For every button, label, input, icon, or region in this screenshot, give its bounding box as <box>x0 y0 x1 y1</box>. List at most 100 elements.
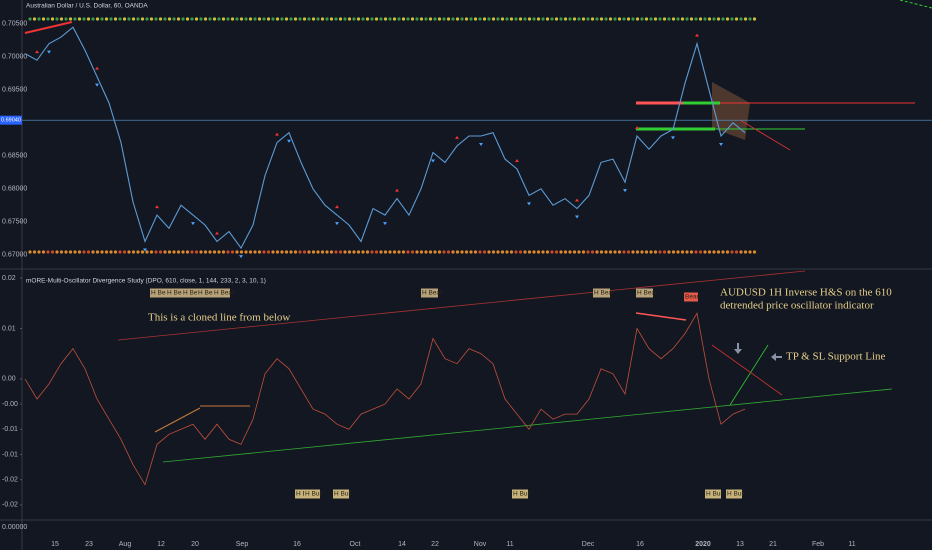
signal-dot <box>622 250 626 254</box>
x-tick-label: 16 <box>636 541 644 548</box>
signal-dot <box>59 17 64 21</box>
signal-label: H Bear <box>183 290 204 297</box>
signal-dot <box>199 17 203 21</box>
signal-dot <box>437 17 442 21</box>
signal-dot <box>253 250 257 254</box>
arrow-marker <box>215 231 219 235</box>
signal-dot <box>748 17 752 21</box>
cloned-line <box>117 270 806 341</box>
signal-dot <box>55 17 59 21</box>
arrow-marker <box>95 83 99 87</box>
signal-dot <box>455 17 460 21</box>
arrow-marker <box>383 222 387 226</box>
signal-dot <box>383 250 388 254</box>
signal-dot <box>266 17 271 21</box>
signal-box <box>421 288 438 298</box>
signal-dot <box>28 250 32 254</box>
signal-dot <box>145 17 149 21</box>
x-tick-label: Sep <box>236 541 249 548</box>
signal-dot <box>271 250 275 254</box>
y-tick-label: -0.01 <box>2 426 18 433</box>
signal-dot <box>316 17 320 21</box>
signal-dot <box>572 17 577 21</box>
x-tick-label: 2020 <box>695 541 711 548</box>
x-tick-label: Dec <box>582 541 595 548</box>
arrow-marker <box>143 248 147 252</box>
signal-dot <box>563 250 568 254</box>
signal-dot <box>455 250 460 254</box>
signal-dot <box>671 250 676 254</box>
signal-dot <box>298 17 302 21</box>
signal-dot <box>721 17 725 21</box>
signal-dot <box>685 17 689 21</box>
y-tick-label: 0.67000 <box>2 252 27 259</box>
signal-dot <box>127 17 131 21</box>
annotation: AUDUSD 1H Inverse H&S on the 610 <box>720 287 892 299</box>
signal-dot <box>563 17 568 21</box>
signal-dot <box>275 250 280 254</box>
signal-dot <box>572 250 577 254</box>
y-tick-label: 0.00 <box>2 376 16 383</box>
signal-dot <box>109 250 113 254</box>
signal-dot <box>415 250 419 254</box>
signal-dot <box>631 17 635 21</box>
signal-dot <box>262 250 266 254</box>
signal-label: H Bear <box>637 290 658 297</box>
divergence-line <box>154 407 201 433</box>
signal-label: H Bull <box>727 491 745 498</box>
signal-dot <box>707 17 712 21</box>
signal-dot <box>748 250 752 254</box>
signal-dot <box>118 17 122 21</box>
signal-dot <box>523 17 527 21</box>
signal-dot <box>73 17 77 21</box>
signal-dot <box>734 250 739 254</box>
signal-dot <box>325 250 329 254</box>
signal-label: H Bull <box>706 491 724 498</box>
arrow-marker <box>239 255 243 259</box>
support-line <box>162 388 893 463</box>
signal-dot <box>41 17 46 21</box>
signal-dot <box>568 17 572 21</box>
y-tick-label: 0.68000 <box>2 186 27 193</box>
arrow-marker <box>287 139 291 143</box>
signal-dot <box>257 17 262 21</box>
signal-dot <box>374 250 379 254</box>
signal-dot <box>208 17 212 21</box>
signal-dot <box>712 250 716 254</box>
signal-dot <box>262 17 266 21</box>
signal-dot <box>568 250 572 254</box>
arrow-marker <box>155 205 159 209</box>
arrow-marker <box>515 158 519 162</box>
signal-dot <box>172 17 176 21</box>
signal-dot <box>91 250 95 254</box>
signal-dot <box>338 17 343 21</box>
signal-dot <box>361 250 365 254</box>
signal-dot <box>613 17 617 21</box>
signal-dot <box>244 250 248 254</box>
signal-label: H Bear <box>198 290 219 297</box>
signal-dot <box>365 17 370 21</box>
signal-dot <box>50 17 55 21</box>
signal-dot <box>131 17 136 21</box>
y-tick-label: -0.01 <box>2 451 18 458</box>
signal-dot <box>644 17 649 21</box>
x-tick-label: 23 <box>85 541 93 548</box>
signal-dot <box>370 250 374 254</box>
signal-dot <box>406 250 410 254</box>
y-tick-label: -0.02 <box>2 477 18 484</box>
signal-box <box>705 489 721 499</box>
signal-dot <box>554 250 559 254</box>
signal-dot <box>212 17 217 21</box>
y-tick-label: 0.69500 <box>2 87 27 94</box>
signal-dot <box>428 17 433 21</box>
signal-dot <box>442 17 446 21</box>
signal-box <box>593 288 610 298</box>
signal-dot <box>658 17 662 21</box>
scale-label: 0.00000 <box>2 524 27 531</box>
signal-dot <box>676 17 680 21</box>
signal-dot <box>145 250 149 254</box>
signal-dot <box>230 250 235 254</box>
signal-dot <box>500 17 505 21</box>
signal-dot <box>586 250 590 254</box>
